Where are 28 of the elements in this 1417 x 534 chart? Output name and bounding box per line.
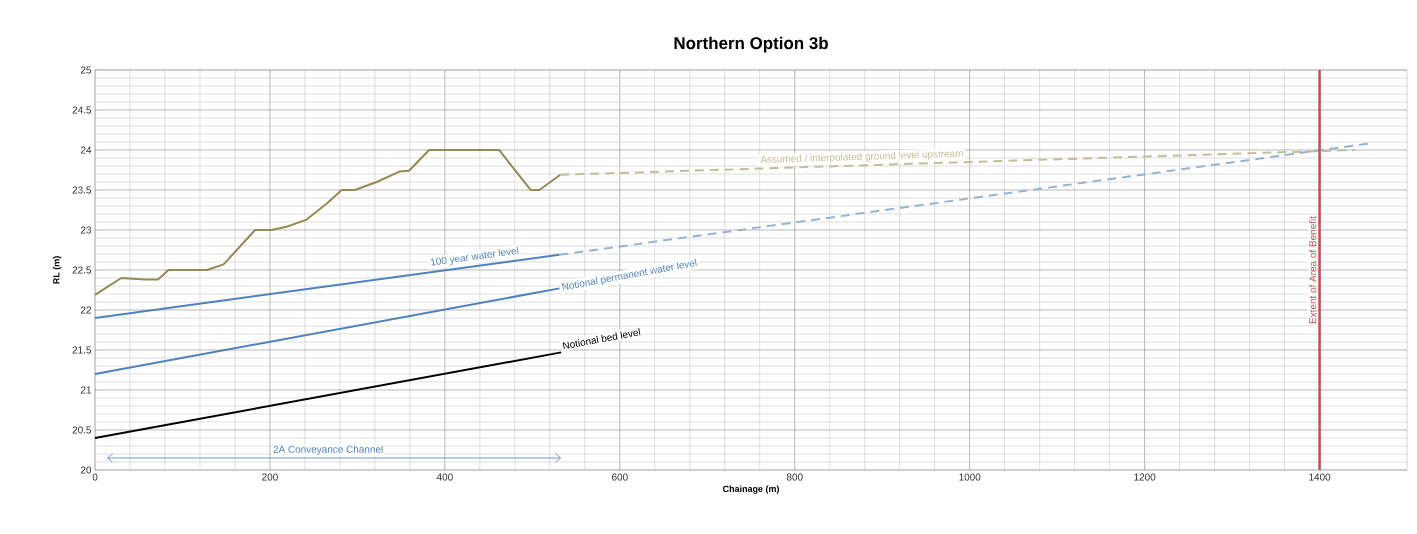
x-tick-label: 0 (92, 473, 98, 481)
y-axis-title: RL (m) (52, 256, 62, 284)
x-tick-label: 1400 (1309, 473, 1331, 481)
ref-line-label: Extent of Area of Benefit (1309, 216, 1317, 324)
series-label: Assumed / interpolated ground level upstream (760, 150, 963, 163)
x-tick-label: 1200 (1134, 473, 1156, 481)
x-axis-title: Chainage (m) (723, 485, 779, 494)
y-tick-label: 23.5 (72, 186, 92, 194)
line-series (94, 148, 562, 296)
y-tick-label: 22.5 (72, 266, 92, 274)
chart-title: Northern Option 3b (674, 36, 828, 53)
x-tick-label: 400 (436, 473, 453, 481)
y-tick-label: 21.5 (72, 346, 92, 354)
annotation: 2A Conveyance Channel (273, 445, 383, 455)
text: Notional bed level (562, 328, 641, 350)
x-tick-label: 1000 (959, 473, 981, 481)
y-tick-label: 24.5 (72, 106, 92, 114)
text: 100 year water level (430, 246, 519, 266)
y-tick-label: 23 (80, 226, 92, 234)
y-tick-label: 25 (80, 66, 92, 74)
y-tick-label: 20.5 (72, 426, 92, 434)
y-tick-label: 24 (80, 146, 92, 154)
y-tick-label: 20 (80, 466, 92, 474)
x-tick-label: 800 (786, 473, 803, 481)
x-tick-label: 200 (262, 473, 278, 481)
y-tick-label: 21 (80, 386, 92, 394)
x-tick-label: 600 (612, 473, 628, 481)
y-tick-label: 22 (80, 306, 91, 314)
